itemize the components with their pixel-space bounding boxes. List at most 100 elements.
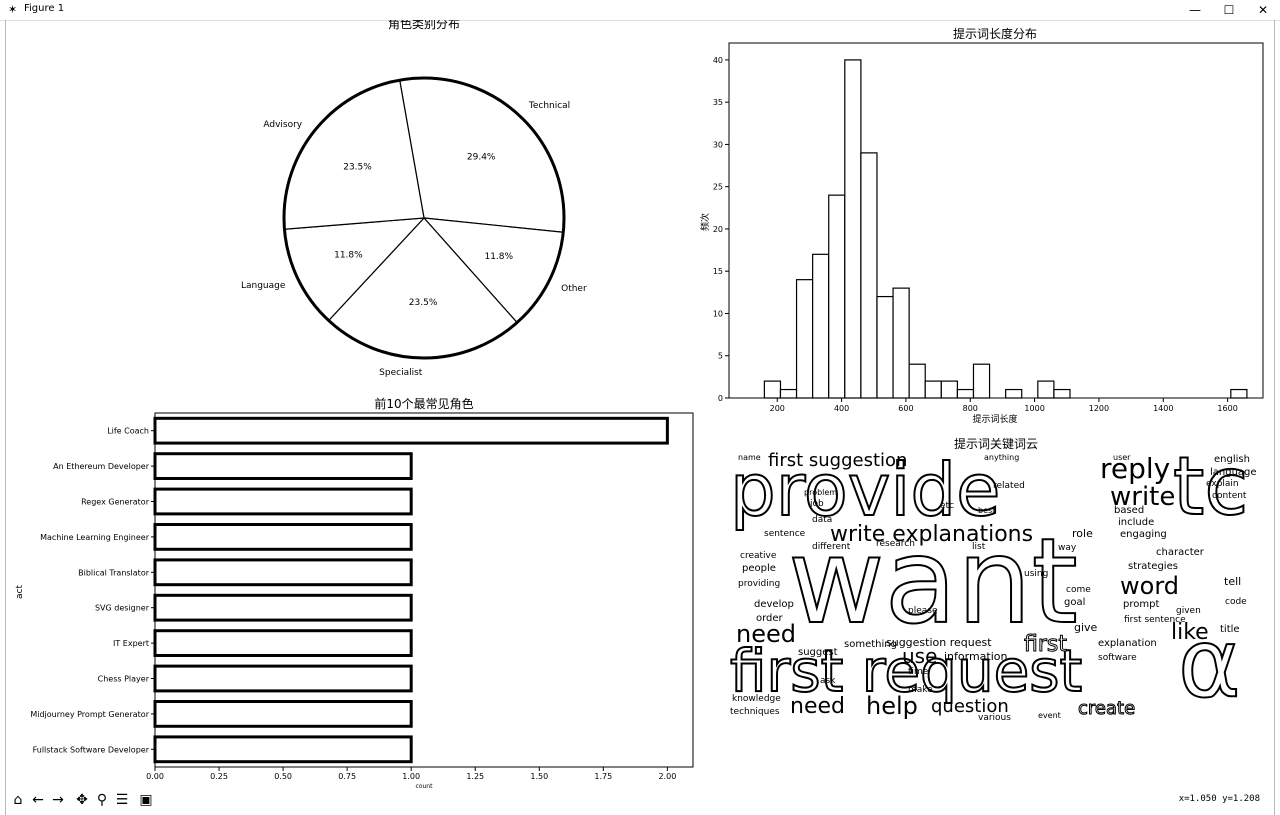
bars-xtick-label: 1.00 (402, 772, 420, 781)
wordcloud-word: give (1074, 621, 1098, 634)
hist-ytick-label: 35 (713, 98, 723, 107)
save-button[interactable]: ▣ (136, 790, 156, 810)
pie-chart: 角色类别分布 Technical 29.4% Other 11.8% Specialis… (241, 20, 587, 378)
hist-ytick-label: 10 (713, 309, 723, 318)
bars-xtick-label: 0.50 (274, 772, 292, 781)
minimize-icon: — (1189, 3, 1201, 17)
pie-pct-label: 23.5% (409, 298, 438, 308)
wordcloud-word: name (738, 453, 761, 462)
wordcloud-word: using (1024, 569, 1049, 579)
pie-label: Technical (528, 101, 570, 111)
wordcloud-word: write (1110, 482, 1176, 512)
hist-ytick-label: 0 (718, 394, 723, 403)
role-bar (153, 593, 413, 622)
hist-ytick-label: 40 (713, 56, 723, 65)
hist-xtick-label: 1000 (1024, 404, 1044, 413)
hist-bar (795, 279, 814, 399)
hist-xtick-label: 800 (963, 404, 978, 413)
role-bar (153, 487, 413, 516)
wordcloud-word: related (993, 481, 1025, 491)
wordcloud-word: anything (984, 453, 1020, 462)
role-bar (153, 416, 669, 445)
keyword-wordcloud: provide want first request tc α first suggest… (728, 452, 1268, 722)
pie-pct-label: 23.5% (343, 163, 372, 173)
bars-xtick-label: 2.00 (658, 772, 676, 781)
zoom-button[interactable]: ⚲ (92, 790, 112, 810)
wordcloud-word: user (1113, 453, 1131, 462)
window-left-edge (0, 20, 6, 815)
maximize-icon: ☐ (1223, 3, 1235, 17)
wordcloud-word: help (866, 692, 918, 720)
histogram-chart: 提示词长度分布 提示词长度 频次 200 400 600 800 1000 1200 140… (699, 26, 1264, 425)
role-label: Chess Player (98, 675, 150, 684)
bars-xtick-label: 1.50 (530, 772, 548, 781)
hist-bar (876, 295, 894, 399)
wordcloud-word: character (1156, 547, 1204, 558)
figure-icon: ✶ (8, 3, 18, 16)
wordcloud-word: ask (820, 676, 836, 686)
home-button[interactable]: ⌂ (8, 790, 28, 810)
wordcloud-word: tc (1172, 452, 1249, 533)
bars-xlabel: count (416, 783, 434, 790)
wordcloud-word: come (1066, 585, 1091, 595)
pie-label: Advisory (263, 120, 302, 130)
wordcloud-word: create (1077, 698, 1136, 719)
hist-frame (728, 42, 1264, 399)
wordcloud-word: suggestion request (886, 636, 992, 649)
wordcloud-word: data (812, 515, 833, 525)
back-icon: ← (32, 792, 44, 808)
wordcloud-word: based (1114, 505, 1145, 516)
home-icon: ⌂ (13, 792, 23, 808)
role-label: Fullstack Software Developer (33, 745, 150, 754)
role-bar (153, 558, 413, 587)
role-bar (153, 700, 413, 728)
wordcloud-word: content (1212, 491, 1247, 501)
pie-pct-label: 29.4% (467, 152, 496, 162)
hist-bar (860, 152, 878, 399)
wordcloud-word: engaging (1120, 529, 1167, 540)
hist-bar (908, 363, 926, 399)
hist-bar (1005, 388, 1023, 399)
hist-bar (779, 388, 798, 399)
wordcloud-word: various (978, 713, 1011, 723)
bars-frame (154, 412, 694, 768)
wordcloud-word: people (742, 563, 776, 574)
pie-label: Language (241, 281, 286, 291)
hist-xtick-label: 600 (898, 404, 913, 413)
minimize-button[interactable]: — (1178, 0, 1212, 20)
role-bar (153, 664, 413, 693)
bars-xtick-label: 1.75 (594, 772, 612, 781)
hist-xtick-label: 1400 (1153, 404, 1173, 413)
role-bar (153, 735, 413, 764)
maximize-button[interactable]: ☐ (1212, 0, 1246, 20)
hist-xtick-label: 200 (770, 404, 785, 413)
close-button[interactable]: ✕ (1246, 0, 1280, 20)
bars-xtick-label: 1.25 (466, 772, 484, 781)
wordcloud-word: question (931, 696, 1009, 717)
hist-ytick-label: 5 (718, 352, 723, 361)
wordcloud-word: like (1171, 620, 1209, 645)
role-label: Biblical Translator (78, 568, 150, 577)
hist-bar (1037, 380, 1055, 399)
wordcloud-word: need (736, 620, 796, 648)
pie-label: Other (561, 284, 587, 294)
configure-subplots-button[interactable]: ☰ (112, 790, 132, 810)
back-button[interactable]: ← (28, 790, 48, 810)
role-label: Life Coach (107, 427, 149, 436)
wordcloud-word: word (1120, 572, 1179, 600)
wordcloud-word: time (908, 667, 929, 677)
pan-icon: ✥ (76, 792, 88, 808)
wordcloud-word: please (908, 606, 938, 616)
save-icon: ▣ (139, 792, 153, 808)
pan-button[interactable]: ✥ (72, 790, 92, 810)
zoom-icon: ⚲ (96, 792, 108, 808)
role-label: Midjourney Prompt Generator (30, 710, 149, 719)
configure-subplots-icon: ☰ (115, 792, 129, 808)
wordcloud-word: best (978, 506, 996, 515)
hist-ylabel: 频次 (699, 213, 711, 231)
hist-bar (812, 253, 830, 399)
forward-button[interactable]: → (48, 790, 68, 810)
figure-canvas[interactable]: 角色类别分布 Technical 29.4% Other 11.8% Specialis… (6, 20, 1274, 790)
hist-bar (1230, 388, 1248, 399)
wordcloud-word: first request (729, 637, 1083, 705)
